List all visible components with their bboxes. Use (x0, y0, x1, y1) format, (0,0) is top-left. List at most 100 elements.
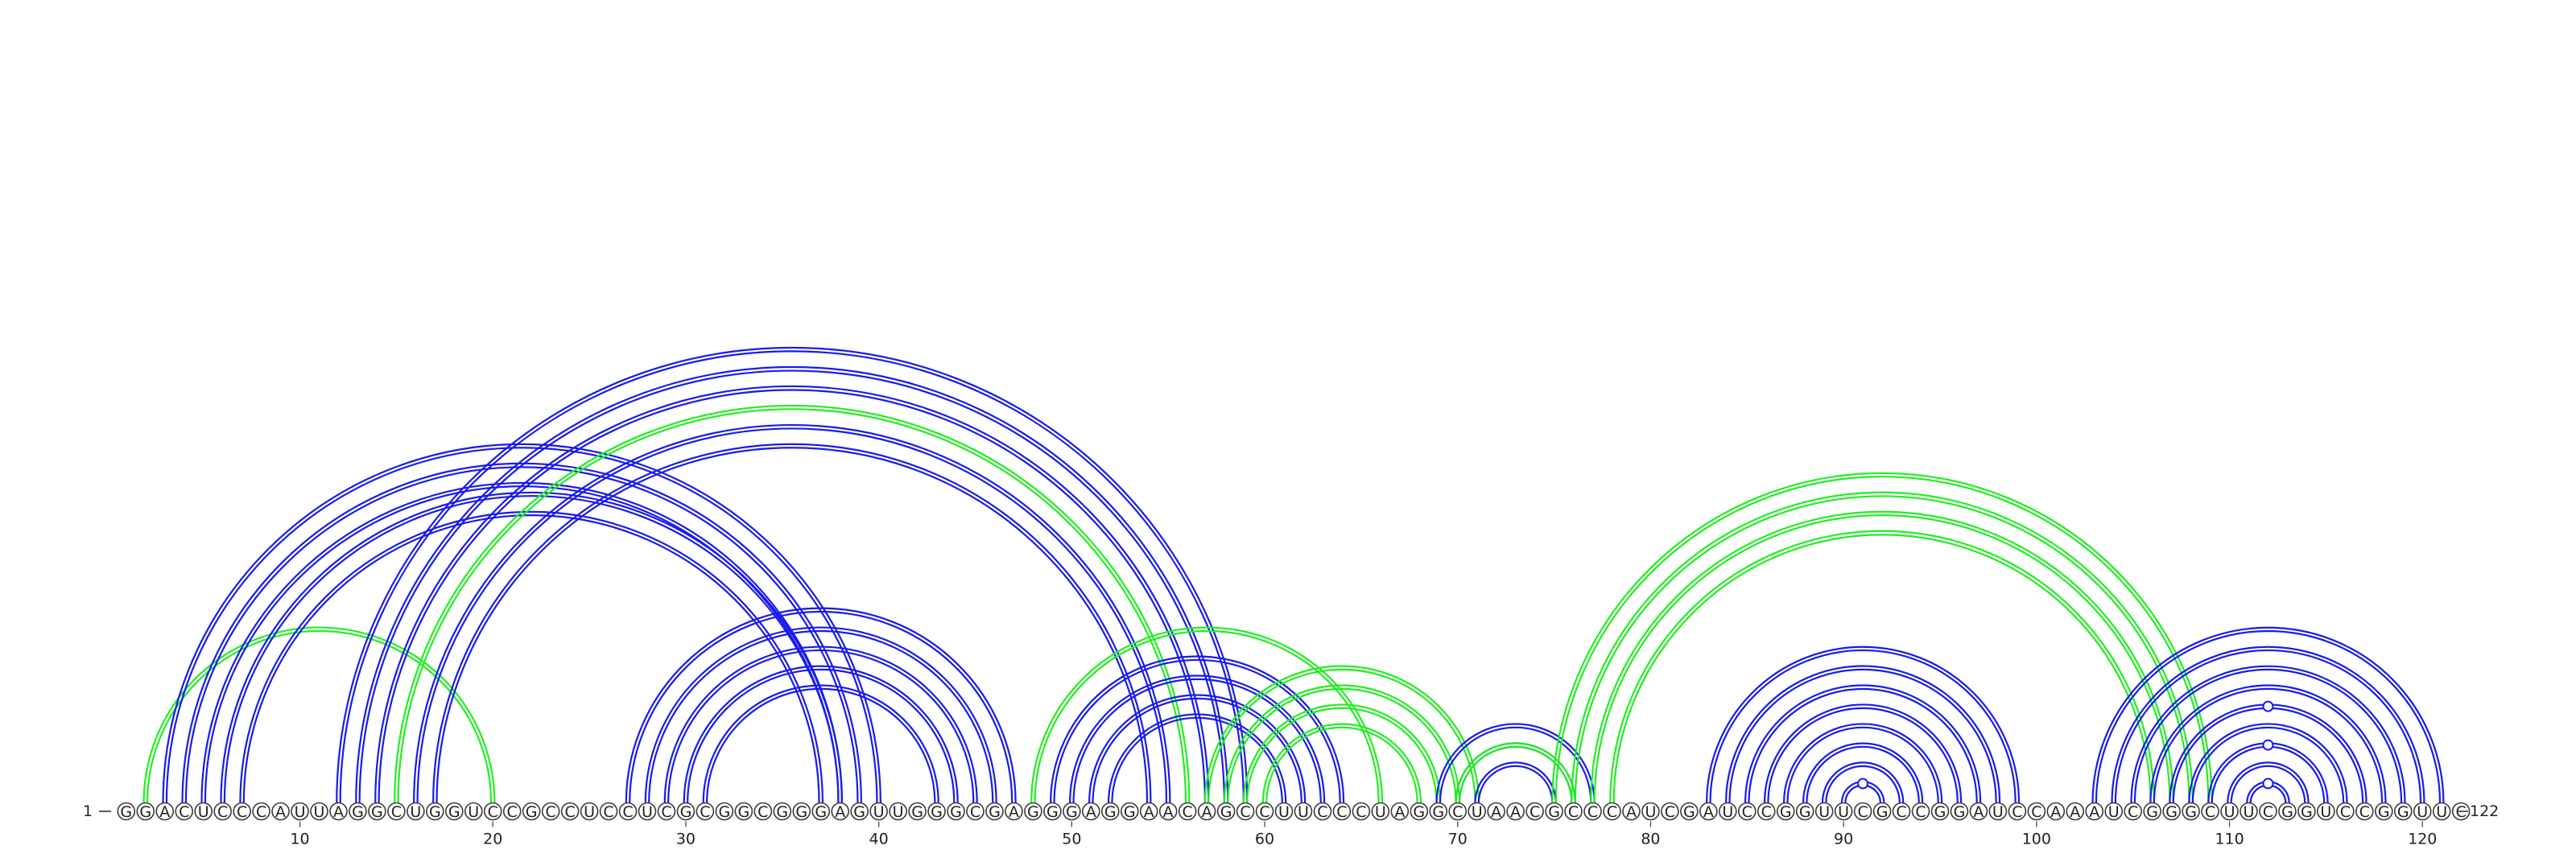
arc-blue-83-99 (1706, 646, 2021, 803)
nucleotide-circle-90 (1834, 802, 1853, 821)
nucleotide-12: A (333, 803, 344, 821)
arc-green-15-56 (394, 404, 1191, 803)
arc-blue-28-46 (648, 629, 994, 803)
nucleotide-9: A (275, 803, 286, 821)
nucleotide-circle-118 (2374, 802, 2393, 821)
nucleotide-74: C (1530, 803, 1540, 821)
nucleotide-circle-88 (1795, 802, 1814, 821)
nucleotide-circle-12 (329, 802, 348, 821)
nucleotide-57: A (1202, 803, 1212, 821)
arc-blue-88-94 (1806, 745, 1920, 803)
arc-blue-50-63 (1069, 674, 1326, 803)
nucleotide-84: U (1722, 803, 1733, 821)
nucleotide-circle-8 (252, 802, 270, 821)
arc-blue-104-120 (2114, 649, 2422, 803)
nucleotide-circle-44 (947, 802, 965, 821)
arc-blue-6-38 (220, 491, 843, 803)
pair-markers (1857, 700, 2274, 790)
nucleotide-circle-43 (927, 802, 946, 821)
nucleotide-98: U (1992, 803, 2004, 821)
nucleotide-106: G (2146, 803, 2158, 821)
nucleotide-circle-50 (1063, 802, 1081, 821)
arc-green-59-69 (1242, 703, 1442, 803)
nucleotide-20: C (488, 803, 498, 821)
nucleotide-54: A (1144, 803, 1154, 821)
nucleotide-circle-49 (1043, 802, 1062, 821)
arc-green-58-70 (1223, 684, 1461, 803)
nucleotide-21: C (507, 803, 518, 821)
nucleotide-99: C (2012, 803, 2022, 821)
nucleotide-circle-2 (136, 802, 155, 821)
nucleotide-circle-4 (175, 802, 194, 821)
nucleotide-88: G (1799, 803, 1811, 821)
nucleotide-circle-94 (1911, 802, 1930, 821)
arc-blue-14-57 (378, 389, 1207, 803)
nucleotide-circle-31 (696, 802, 715, 821)
arc-blue-49-64 (1053, 658, 1341, 803)
arc-blue-103-121 (2091, 626, 2445, 803)
nucleotide-27: C (622, 803, 633, 821)
arc-green-2-20 (142, 626, 496, 803)
nucleotide-circle-56 (1178, 802, 1197, 821)
nucleotide-circle-77 (1583, 802, 1602, 821)
nucleotide-circle-102 (2066, 802, 2085, 821)
nucleotide-circle-121 (2432, 802, 2451, 821)
nucleotide-78: C (1607, 803, 1617, 821)
arc-blue-29-45 (667, 649, 975, 803)
nucleotide-circle-17 (426, 802, 444, 821)
marker-109-115 (2262, 739, 2274, 751)
nucleotide-120: U (2417, 803, 2428, 821)
nucleotide-11: U (314, 803, 325, 821)
arc-blue-103-121 (2095, 629, 2442, 803)
arc-blue-13-58 (355, 365, 1229, 803)
nucleotide-81: C (1665, 803, 1675, 821)
nucleotide-48: G (1027, 803, 1039, 821)
nucleotide-circle-60 (1255, 802, 1274, 821)
nucleotide-24: C (564, 803, 575, 821)
nucleotide-108: G (2185, 803, 2197, 821)
nucleotide-70: C (1452, 803, 1463, 821)
nucleotide-83: A (1703, 803, 1714, 821)
nucleotide-44: G (950, 803, 962, 821)
nucleotide-circle-26 (599, 802, 618, 821)
nucleotide-circle-23 (541, 802, 560, 821)
nucleotide-circle-95 (1930, 802, 1950, 821)
nucleotide-circle-111 (2240, 802, 2258, 821)
marker-111-113 (2262, 778, 2274, 790)
nucleotide-circle-112 (2259, 802, 2277, 821)
marker-107-117 (2262, 700, 2274, 712)
nucleotide-circle-79 (1622, 802, 1641, 821)
nucleotide-circle-74 (1525, 802, 1544, 821)
tick-label-100: 100 (2022, 831, 2051, 848)
nucleotide-34: C (758, 803, 768, 821)
nucleotide-circle-98 (1988, 802, 2008, 821)
tick-label-120: 120 (2408, 831, 2437, 848)
arc-green-59-69 (1246, 707, 1438, 803)
nucleotide-circle-13 (349, 802, 367, 821)
nucleotide-circle-69 (1429, 802, 1448, 821)
nucleotide-circle-83 (1699, 802, 1718, 821)
nucleotide-15: C (391, 803, 402, 821)
arc-blue-71-75 (1474, 761, 1557, 803)
nucleotide-circle-81 (1661, 802, 1679, 821)
nucleotide-79: A (1626, 803, 1637, 821)
nucleotide-circle-53 (1120, 802, 1139, 821)
nucleotide-117: C (2359, 803, 2370, 821)
arc-blue-30-44 (687, 668, 956, 803)
base-pair-arcs (142, 346, 2445, 803)
nucleotide-89: U (1818, 803, 1830, 821)
nucleotide-52: G (1104, 803, 1117, 821)
nucleotide-60: C (1259, 803, 1269, 821)
arc-blue-27-47 (625, 607, 1017, 803)
arc-blue-84-98 (1725, 665, 2001, 803)
nucleotide-19: U (468, 803, 479, 821)
nucleotide-94: C (1915, 803, 1926, 821)
arc-blue-106-118 (2153, 687, 2384, 803)
nucleotide-30: G (680, 803, 692, 821)
nucleotide-80: U (1645, 803, 1656, 821)
nucleotide-90: U (1838, 803, 1849, 821)
arc-blue-17-54 (436, 447, 1149, 803)
arc-blue-3-40 (165, 447, 878, 803)
arc-blue-49-64 (1050, 655, 1345, 803)
